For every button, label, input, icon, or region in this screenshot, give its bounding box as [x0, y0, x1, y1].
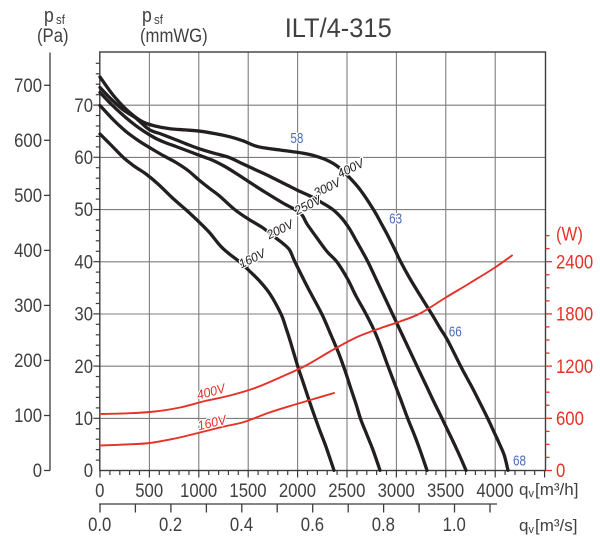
svg-text:160V: 160V [196, 412, 229, 433]
svg-text:3500: 3500 [427, 480, 464, 501]
svg-text:[m³/s]: [m³/s] [535, 516, 578, 535]
svg-text:(mmWG): (mmWG) [140, 25, 208, 46]
svg-text:0.0: 0.0 [88, 514, 111, 535]
svg-text:500: 500 [14, 185, 42, 206]
svg-text:2000: 2000 [279, 480, 316, 501]
svg-text:0: 0 [95, 480, 104, 501]
svg-text:p: p [142, 4, 152, 26]
svg-text:0.6: 0.6 [301, 514, 324, 535]
svg-text:sf: sf [154, 12, 163, 27]
svg-text:(Pa): (Pa) [37, 25, 69, 46]
svg-text:400: 400 [14, 240, 42, 261]
svg-text:q: q [519, 480, 528, 499]
svg-text:63: 63 [389, 210, 402, 227]
svg-text:10: 10 [74, 408, 93, 429]
svg-text:0.2: 0.2 [159, 514, 182, 535]
svg-text:0.8: 0.8 [372, 514, 395, 535]
svg-text:300: 300 [14, 295, 42, 316]
svg-text:700: 700 [14, 75, 42, 96]
svg-text:20: 20 [74, 356, 93, 377]
svg-text:2500: 2500 [328, 480, 365, 501]
svg-text:0: 0 [84, 460, 93, 481]
svg-text:50: 50 [74, 199, 93, 220]
svg-text:60: 60 [74, 147, 93, 168]
svg-text:66: 66 [449, 323, 462, 340]
svg-text:2400: 2400 [556, 251, 593, 272]
svg-text:1200: 1200 [556, 356, 593, 377]
svg-text:0: 0 [33, 460, 42, 481]
svg-text:q: q [519, 516, 528, 535]
svg-text:66: 66 [449, 323, 462, 340]
svg-text:3000: 3000 [378, 480, 415, 501]
svg-text:68: 68 [513, 452, 526, 469]
svg-text:p: p [44, 4, 54, 26]
svg-text:sf: sf [56, 12, 65, 27]
svg-text:0: 0 [556, 460, 565, 481]
svg-text:70: 70 [74, 95, 93, 116]
svg-text:58: 58 [290, 130, 303, 147]
svg-text:600: 600 [14, 130, 42, 151]
svg-text:63: 63 [389, 210, 402, 227]
svg-text:1.0: 1.0 [443, 514, 466, 535]
svg-text:1800: 1800 [556, 304, 593, 325]
svg-text:[m³/h]: [m³/h] [535, 480, 578, 499]
svg-text:ILT/4-315: ILT/4-315 [285, 12, 392, 43]
svg-text:30: 30 [74, 304, 93, 325]
svg-text:200: 200 [14, 350, 42, 371]
svg-text:600: 600 [556, 408, 584, 429]
svg-text:(W): (W) [556, 224, 583, 245]
svg-text:100: 100 [14, 405, 42, 426]
svg-text:1000: 1000 [180, 480, 217, 501]
svg-text:500: 500 [135, 480, 163, 501]
svg-text:68: 68 [513, 452, 526, 469]
svg-text:0.4: 0.4 [230, 514, 253, 535]
svg-text:58: 58 [290, 130, 303, 147]
svg-text:4000: 4000 [476, 480, 513, 501]
svg-text:1500: 1500 [229, 480, 266, 501]
svg-text:v: v [529, 488, 535, 500]
svg-text:40: 40 [74, 251, 93, 272]
svg-text:v: v [529, 524, 535, 536]
